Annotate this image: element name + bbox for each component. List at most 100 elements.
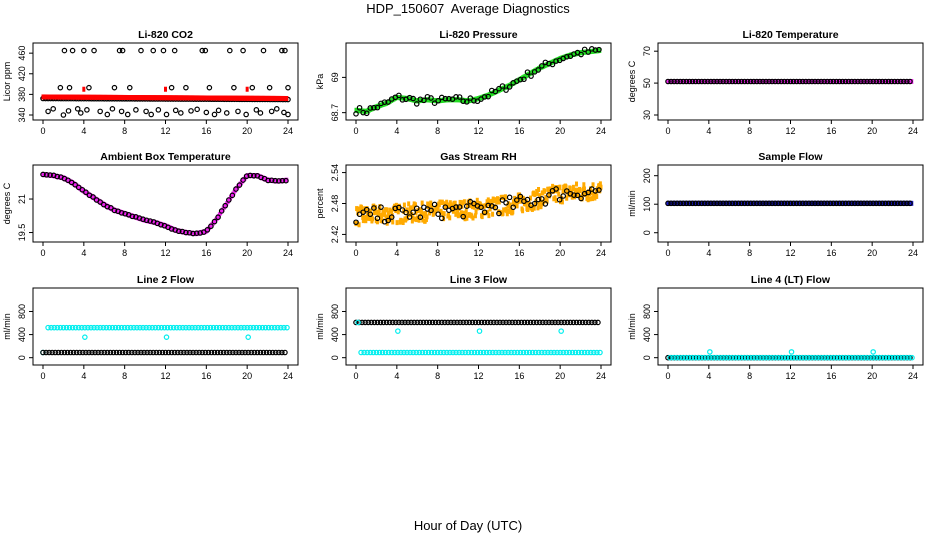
data-point <box>407 349 413 356</box>
data-point <box>262 324 269 331</box>
data-point <box>186 324 192 331</box>
cloud-point <box>533 192 537 198</box>
data-point <box>423 319 430 326</box>
data-point <box>420 319 427 326</box>
data-point <box>671 78 677 85</box>
data-point <box>589 319 595 326</box>
cloud-point <box>589 186 593 192</box>
y-tick-label: 30 <box>642 110 652 120</box>
data-point <box>717 78 723 85</box>
spike-point <box>476 328 483 334</box>
data-point <box>512 319 519 326</box>
data-point <box>239 349 245 356</box>
data-point <box>575 349 582 356</box>
cloud-point <box>414 209 418 215</box>
data-point <box>726 78 733 85</box>
data-point <box>95 349 101 356</box>
y-tick-label: 0 <box>642 355 652 360</box>
data-point <box>217 349 224 356</box>
spike-point <box>86 84 92 91</box>
cloud-point <box>369 208 373 214</box>
data-point <box>453 94 459 100</box>
data-point <box>210 324 217 331</box>
data-point <box>113 349 120 356</box>
x-tick-label: 12 <box>785 248 795 258</box>
data-point <box>585 49 592 55</box>
data-point <box>808 354 814 361</box>
data-point <box>396 204 402 211</box>
data-point <box>829 354 836 361</box>
data-point <box>98 349 104 356</box>
y-tick-label: 70 <box>642 46 652 56</box>
data-point <box>757 78 763 85</box>
cloud-point <box>503 194 507 200</box>
data-point <box>553 186 559 192</box>
data-point <box>714 78 720 85</box>
cloud-point <box>442 211 446 217</box>
data-point <box>743 354 750 361</box>
cloud-point <box>564 184 568 190</box>
y-tick-label: 460 <box>17 46 27 61</box>
spike-point <box>65 108 72 114</box>
cloud-point <box>576 192 580 198</box>
spike-point <box>257 110 264 116</box>
cloud-point <box>366 215 370 221</box>
x-tick-label: 8 <box>747 126 752 136</box>
data-point <box>471 97 477 104</box>
data-point <box>833 78 840 85</box>
spike-point <box>172 107 179 114</box>
x-tick-label: 0 <box>353 248 358 258</box>
y-tick-label: 400 <box>642 327 652 342</box>
x-tick-label: 4 <box>81 371 86 381</box>
data-point <box>176 324 183 331</box>
cloud-point <box>505 208 509 214</box>
data-point <box>378 204 384 210</box>
cloud-point <box>470 204 474 210</box>
data-point <box>243 173 250 179</box>
data-point <box>233 186 239 192</box>
data-point <box>683 78 690 85</box>
cloud-point <box>595 193 599 199</box>
data-point <box>574 192 581 199</box>
data-point <box>523 349 530 356</box>
data-point <box>734 354 741 361</box>
spike-point <box>243 111 249 118</box>
data-point <box>744 200 751 207</box>
data-point <box>872 354 879 361</box>
data-point <box>873 78 880 85</box>
data-point <box>462 349 469 356</box>
spike-point <box>183 84 189 91</box>
data-point <box>882 200 889 207</box>
spike-point <box>163 334 170 340</box>
cloud-point <box>472 204 476 210</box>
data-point <box>431 100 438 107</box>
data-point <box>245 349 251 356</box>
spike-point <box>194 106 200 113</box>
data-point <box>756 354 762 361</box>
data-point <box>364 349 371 356</box>
data-point <box>198 324 205 331</box>
data-point <box>848 78 855 85</box>
cloud-point <box>483 210 487 216</box>
data-point <box>404 349 410 356</box>
cloud-point <box>474 209 478 215</box>
x-tick-label: 24 <box>596 371 606 381</box>
data-point <box>538 349 545 356</box>
cloud-point <box>425 214 429 220</box>
data-point <box>546 60 552 67</box>
x-tick-label: 16 <box>201 126 211 136</box>
panel-1: Li-820 Pressure kPa 0 4 8 12 16 20 24 68.7 69 <box>315 29 612 136</box>
data-point <box>168 349 175 356</box>
data-point <box>582 319 589 326</box>
x-tick-label: 4 <box>706 248 711 258</box>
data-point <box>57 324 64 331</box>
data-point <box>481 209 488 216</box>
data-point <box>894 200 901 207</box>
data-point <box>778 78 785 85</box>
data-point <box>665 78 671 85</box>
data-point <box>215 214 221 221</box>
data-point <box>741 78 748 85</box>
data-point <box>69 324 76 331</box>
data-point <box>232 324 238 331</box>
x-tick-label: 0 <box>40 248 45 258</box>
